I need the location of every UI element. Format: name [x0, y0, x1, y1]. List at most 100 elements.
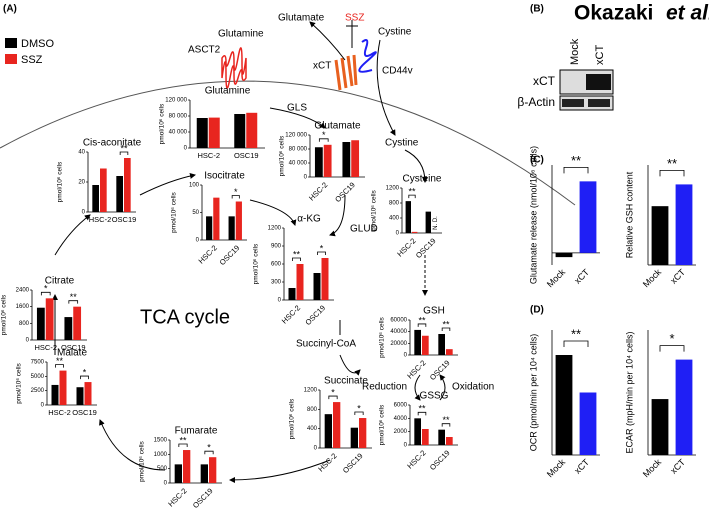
x-tick-label: xCT — [572, 267, 591, 286]
significance: * — [669, 331, 674, 346]
value-label: N. D. — [433, 216, 439, 230]
y-tick-label: 80 000 — [289, 147, 308, 153]
arrow — [99, 419, 166, 471]
arrow — [439, 374, 446, 401]
x-tick-label: OSC19 — [428, 448, 452, 472]
significance: ** — [667, 156, 677, 171]
x-tick-label: xCT — [668, 457, 687, 476]
y-axis-label: pmol/10⁶ cells — [171, 191, 178, 232]
label: Succinyl-CoA — [296, 339, 356, 350]
bar — [342, 142, 351, 177]
y-tick-label: 0 — [314, 446, 318, 452]
chart-title: Citrate — [45, 276, 75, 287]
chart-title: GSSG — [420, 391, 449, 402]
x-tick-label: Mock — [545, 457, 568, 480]
significance: * — [357, 403, 361, 413]
bar — [64, 317, 73, 340]
y-tick-label: 800 — [389, 201, 400, 207]
bar — [76, 387, 84, 405]
x-tick-label: HSC-2 — [405, 358, 427, 380]
bar — [296, 264, 304, 300]
asct2-icon — [221, 47, 247, 89]
blot-row: β-Actin — [517, 95, 555, 109]
arrow — [329, 194, 346, 237]
bar — [651, 206, 669, 265]
bar — [116, 176, 123, 212]
author: Okazaki — [574, 2, 653, 25]
bar — [213, 197, 220, 240]
inhibit — [346, 20, 358, 48]
bar — [321, 258, 329, 300]
y-tick-label: 0 — [404, 443, 408, 449]
chart-title: Fumarate — [175, 426, 218, 437]
label: GLS — [287, 103, 307, 114]
label: Glutamine — [218, 29, 264, 40]
chart-title: Glutamine — [205, 86, 251, 97]
arrow — [404, 149, 428, 183]
y-tick-label: 2000 — [394, 429, 408, 435]
arrow — [139, 173, 196, 196]
blot-band — [586, 74, 611, 90]
y-tick-label: 2500 — [31, 388, 45, 394]
significance: ** — [120, 143, 128, 153]
bar — [651, 399, 669, 455]
arrow — [376, 39, 396, 136]
label: ASCT2 — [188, 45, 221, 56]
sig-bracket — [659, 170, 685, 177]
y-tick-label: 20000 — [390, 341, 407, 347]
bar — [59, 370, 67, 405]
bar — [200, 464, 208, 483]
x-tick-label: Mock — [641, 267, 664, 290]
y-tick-label: 1500 — [154, 438, 168, 444]
arrow — [414, 374, 421, 401]
label: Cystine — [385, 138, 419, 149]
significance: * — [234, 187, 238, 197]
significance: ** — [56, 356, 64, 366]
y-tick-label: 2400 — [16, 288, 30, 294]
y-tick-label: 40000 — [390, 329, 407, 335]
legend-swatch — [5, 38, 17, 48]
significance: ** — [442, 319, 450, 329]
arrow — [249, 199, 297, 226]
sig-bracket — [659, 345, 685, 352]
y-tick-label: 120 000 — [165, 98, 187, 104]
sig-bracket — [318, 138, 329, 142]
blot-row: xCT — [533, 74, 556, 88]
bar — [579, 181, 597, 253]
x-tick-label: OSC19 — [341, 451, 365, 475]
y-axis-label: pmol/10⁶ cells — [139, 440, 146, 481]
x-tick-label: HSC-2 — [280, 303, 302, 325]
y-tick-label: 1200 — [304, 388, 318, 394]
bar — [446, 349, 453, 355]
bar — [84, 382, 92, 405]
significance: ** — [571, 326, 581, 341]
y-axis-label: pmol/10⁶ cells — [379, 316, 386, 357]
bar — [412, 231, 418, 233]
y-axis-label: ECAR (mpH/min per 10⁴ cells) — [624, 332, 634, 454]
x-tick-label: HSC-2 — [307, 180, 329, 202]
y-tick-label: 0 — [41, 403, 45, 409]
bar — [92, 185, 99, 212]
y-tick-label: 0 — [164, 481, 168, 487]
panel-label: (B) — [530, 4, 544, 15]
bar — [446, 437, 453, 445]
y-tick-label: 5000 — [31, 374, 45, 380]
y-tick-label: 1200 — [268, 226, 282, 232]
bar — [206, 216, 213, 240]
x-tick-label: OSC19 — [303, 303, 327, 327]
significance: ** — [571, 153, 581, 168]
panel-label: (D) — [530, 305, 544, 316]
x-tick-label: HSC-2 — [48, 408, 71, 417]
y-tick-label: 300 — [271, 280, 282, 286]
y-axis-label: Glutamate release (nmol/10⁶ cells) — [528, 146, 538, 284]
sig-bracket — [328, 395, 338, 400]
chart-title: GSH — [423, 306, 445, 317]
chart-title: Cysteine — [403, 174, 442, 185]
significance: ** — [70, 292, 78, 302]
bar — [422, 429, 429, 445]
x-tick-label: OSC19 — [61, 343, 86, 352]
y-tick-label: 0 — [82, 210, 86, 216]
arrow — [309, 21, 346, 61]
label: Oxidation — [452, 382, 494, 393]
y-axis-label: pmol/10⁶ cells — [379, 404, 386, 445]
